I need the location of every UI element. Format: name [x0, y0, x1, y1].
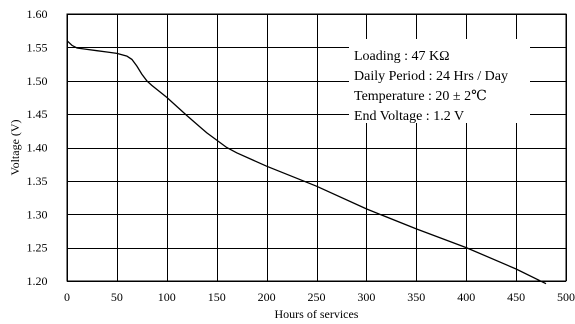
y-tick-label: 1.20: [27, 274, 48, 288]
y-tick-label: 1.50: [27, 74, 48, 88]
discharge-curve: [66, 40, 547, 285]
x-tick-label: 350: [407, 290, 425, 304]
y-tick-label: 1.55: [27, 40, 48, 54]
x-tick-label: 250: [308, 290, 326, 304]
y-tick-label: 1.45: [27, 107, 48, 121]
plot-frame: [66, 13, 567, 282]
annotation-line: Daily Period : 24 Hrs / Day: [354, 69, 508, 84]
y-tick-label: 1.35: [27, 174, 48, 188]
series-layer: [66, 40, 547, 285]
x-tick-label: 400: [457, 290, 475, 304]
x-tick-label: 0: [64, 290, 70, 304]
y-tick-labels: 1.60 1.55 1.50 1.45 1.40 1.35 1.30 1.25 1.20: [27, 7, 48, 288]
annotation-background: [349, 39, 530, 123]
x-tick-label: 100: [158, 290, 176, 304]
y-axis-label: Voltage (V): [8, 119, 22, 175]
annotation-box: Loading : 47 KΩ Daily Period : 24 Hrs / D…: [349, 39, 530, 124]
x-tick-label: 200: [258, 290, 276, 304]
y-tick-label: 1.30: [27, 207, 48, 221]
x-tick-label: 300: [357, 290, 375, 304]
y-tick-label: 1.60: [27, 7, 48, 21]
annotation-line: Loading : 47 KΩ: [354, 49, 450, 64]
x-tick-label: 450: [507, 290, 525, 304]
y-tick-label: 1.25: [27, 241, 48, 255]
x-tick-label: 50: [111, 290, 123, 304]
x-tick-labels: 0 50 100 150 200 250 300 350 400 450 500: [64, 290, 575, 304]
y-tick-label: 1.40: [27, 141, 48, 155]
x-tick-label: 150: [208, 290, 226, 304]
x-tick-label: 500: [557, 290, 575, 304]
annotation-line: Temperature : 20 ± 2℃: [354, 89, 487, 104]
annotation-line: End Voltage : 1.2 V: [354, 109, 464, 124]
x-axis-label: Hours of services: [275, 307, 359, 321]
